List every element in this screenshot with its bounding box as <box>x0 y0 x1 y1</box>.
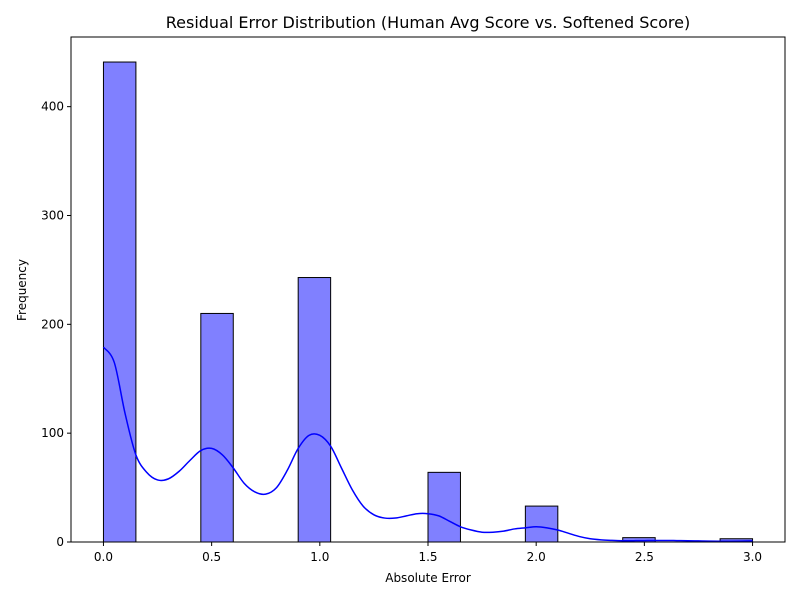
x-tick-label: 0.5 <box>202 550 221 564</box>
x-tick-label: 1.5 <box>418 550 437 564</box>
y-tick-label: 400 <box>41 100 64 114</box>
x-tick-label: 0.0 <box>94 550 113 564</box>
chart-title: Residual Error Distribution (Human Avg S… <box>166 13 691 32</box>
y-axis-label: Frequency <box>15 259 29 321</box>
x-axis-ticks: 0.0 0.5 1.0 1.5 2.0 2.5 3.0 <box>94 542 762 564</box>
histogram-bar <box>102 61 137 543</box>
histogram-bar <box>200 312 234 543</box>
histogram-bar <box>524 505 559 543</box>
y-tick-label: 200 <box>41 317 64 331</box>
x-tick-label: 1.0 <box>310 550 329 564</box>
bars-group <box>102 61 754 543</box>
x-tick-label: 2.0 <box>527 550 546 564</box>
x-axis-label: Absolute Error <box>385 571 471 585</box>
histogram-bar <box>297 277 332 543</box>
y-tick-label: 300 <box>41 208 64 222</box>
y-tick-label: 100 <box>41 426 64 440</box>
histogram-bar <box>427 471 461 543</box>
y-tick-label: 0 <box>56 535 64 549</box>
x-tick-label: 2.5 <box>635 550 654 564</box>
x-tick-label: 3.0 <box>743 550 762 564</box>
kde-curve <box>102 346 753 543</box>
y-axis-ticks: 0 100 200 300 400 <box>41 100 71 549</box>
